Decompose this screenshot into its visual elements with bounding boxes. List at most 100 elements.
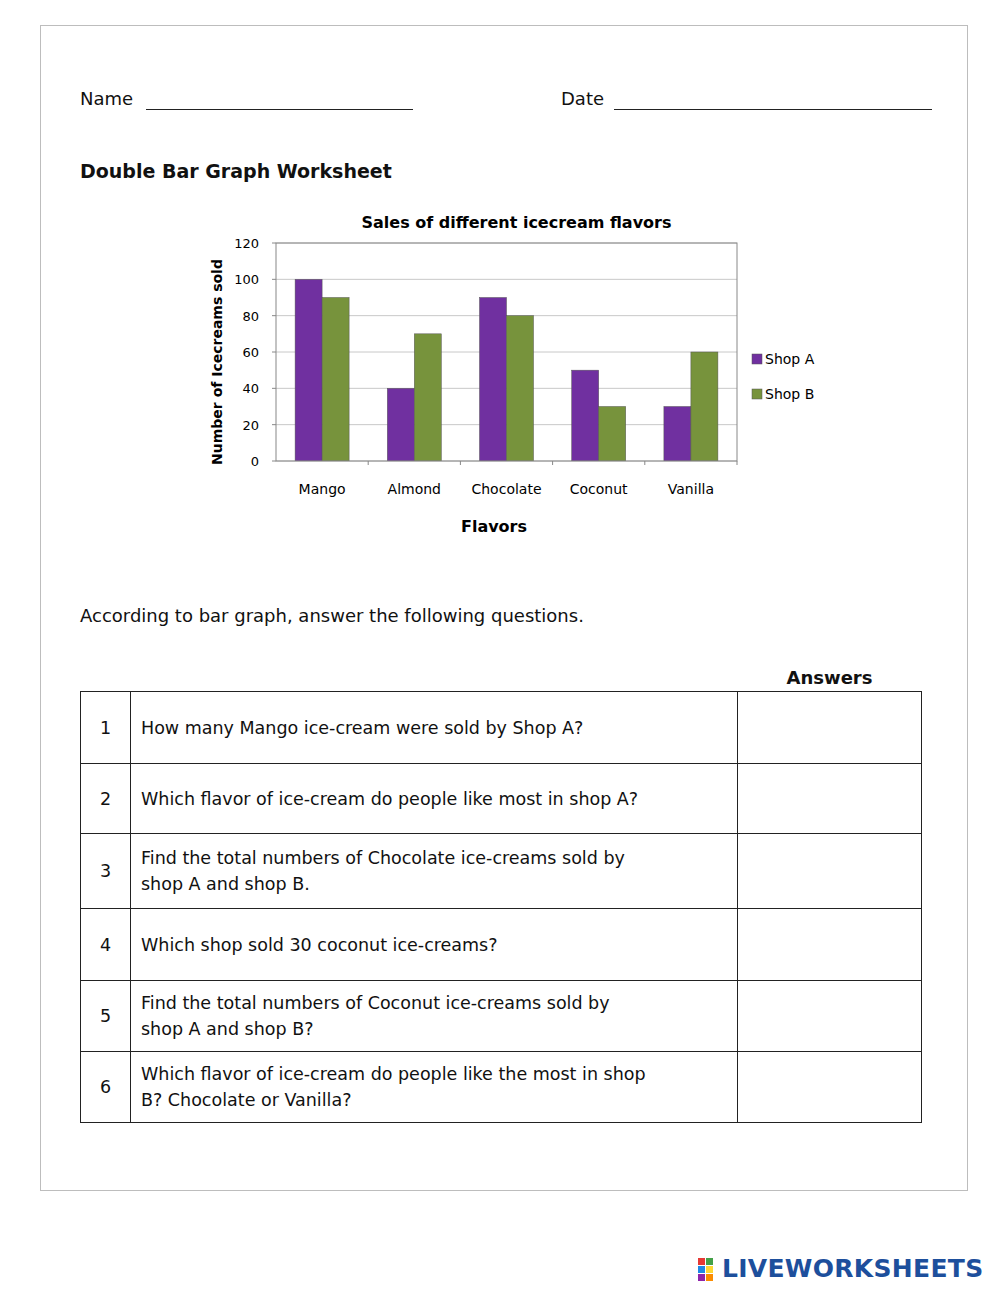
date-label: Date — [561, 88, 604, 109]
row-number: 5 — [100, 1006, 111, 1026]
y-axis-title: Number of Icecreams sold — [209, 259, 225, 465]
x-tick — [368, 461, 369, 465]
x-tick-label: Mango — [299, 481, 346, 497]
question-line: shop A and shop B. — [141, 871, 625, 897]
y-tick-label: 20 — [242, 418, 259, 433]
answer-cell — [737, 691, 922, 764]
question-cell: Which flavor of ice-cream do people like… — [130, 1051, 738, 1123]
row-number-cell: 1 — [80, 691, 131, 764]
question-cell: Find the total numbers of Chocolate ice-… — [130, 833, 738, 909]
answer-cell — [737, 763, 922, 834]
x-tick — [644, 461, 645, 465]
y-tick-label: 60 — [242, 345, 259, 360]
y-tick — [272, 279, 276, 280]
y-tick-label: 80 — [242, 309, 259, 324]
plot-frame — [276, 243, 737, 461]
question: Which flavor of ice-cream do people like… — [141, 786, 638, 812]
x-tick-label: Coconut — [570, 481, 628, 497]
bar — [322, 298, 349, 462]
question: Find the total numbers of Chocolate ice-… — [141, 845, 625, 897]
bar — [507, 316, 534, 461]
answers-header: Answers — [737, 667, 922, 688]
y-tick — [272, 315, 276, 316]
question-cell: Which flavor of ice-cream do people like… — [130, 763, 738, 834]
x-tick-label: Vanilla — [668, 481, 714, 497]
footer-icon-square — [706, 1274, 713, 1281]
question: How many Mango ice-cream were sold by Sh… — [141, 715, 583, 741]
name-label: Name — [80, 88, 133, 109]
answer-cell — [737, 980, 922, 1052]
footer-icon-square — [698, 1274, 705, 1281]
question-line: B? Chocolate or Vanilla? — [141, 1087, 646, 1113]
instructions: According to bar graph, answer the follo… — [80, 605, 584, 626]
question: Which flavor of ice-cream do people like… — [141, 1061, 646, 1113]
row-number: 1 — [100, 718, 111, 738]
bar — [691, 352, 718, 461]
y-tick — [272, 352, 276, 353]
answer-cell — [737, 908, 922, 981]
y-tick — [272, 424, 276, 425]
chart-title: Sales of different icecream flavors — [362, 213, 672, 232]
question-line: Which shop sold 30 coconut ice-creams? — [141, 932, 498, 958]
row-number: 4 — [100, 935, 111, 955]
x-tick-label: Chocolate — [471, 481, 541, 497]
legend-label: Shop A — [765, 351, 815, 367]
legend-swatch — [752, 354, 762, 364]
x-tick — [737, 461, 738, 465]
y-tick-label: 0 — [251, 454, 259, 469]
question-line: Which flavor of ice-cream do people like… — [141, 1061, 646, 1087]
answer-cell — [737, 833, 922, 909]
row-number-cell: 3 — [80, 833, 131, 909]
x-tick — [552, 461, 553, 465]
question-line: Which flavor of ice-cream do people like… — [141, 786, 638, 812]
question-cell: Find the total numbers of Coconut ice-cr… — [130, 980, 738, 1052]
row-number: 3 — [100, 861, 111, 881]
footer-icon-square — [698, 1266, 705, 1273]
bar — [295, 279, 322, 461]
bar — [480, 298, 507, 462]
legend-swatch — [752, 389, 762, 399]
y-tick-label: 40 — [242, 381, 259, 396]
page: NameDateDouble Bar Graph WorksheetSales … — [0, 0, 1000, 1291]
footer-icon-square — [706, 1266, 713, 1273]
x-tick — [460, 461, 461, 465]
x-tick-label: Almond — [388, 481, 441, 497]
question-line: Find the total numbers of Chocolate ice-… — [141, 845, 625, 871]
y-tick — [272, 388, 276, 389]
bar — [414, 334, 441, 461]
row-number-cell: 5 — [80, 980, 131, 1052]
question-line: shop A and shop B? — [141, 1016, 610, 1042]
bars — [295, 279, 718, 461]
name-line — [146, 109, 413, 110]
footer-icon-square — [698, 1258, 705, 1265]
footer-icon-square — [706, 1258, 713, 1265]
grid-line — [276, 279, 737, 280]
row-number-cell: 4 — [80, 908, 131, 981]
question-line: How many Mango ice-cream were sold by Sh… — [141, 715, 583, 741]
date-line — [614, 109, 932, 110]
chart: Sales of different icecream flavors 0 20 40… — [0, 0, 1000, 560]
y-tick — [272, 243, 276, 244]
row-number-cell: 6 — [80, 1051, 131, 1123]
bar — [387, 388, 414, 461]
bar — [572, 370, 599, 461]
worksheet-title: Double Bar Graph Worksheet — [80, 160, 392, 182]
y-tick-label: 120 — [234, 236, 259, 251]
bar — [664, 407, 691, 462]
question-line: Find the total numbers of Coconut ice-cr… — [141, 990, 610, 1016]
answer-cell — [737, 1051, 922, 1123]
row-number-cell: 2 — [80, 763, 131, 834]
footer-icon — [698, 1258, 720, 1282]
row-number: 6 — [100, 1077, 111, 1097]
question: Which shop sold 30 coconut ice-creams? — [141, 932, 498, 958]
x-axis-title: Flavors — [461, 517, 527, 536]
y-tick — [272, 461, 276, 462]
y-tick-label: 100 — [234, 272, 259, 287]
question: Find the total numbers of Coconut ice-cr… — [141, 990, 610, 1042]
footer-brand: LIVEWORKSHEETS — [722, 1254, 983, 1283]
question-cell: How many Mango ice-cream were sold by Sh… — [130, 691, 738, 764]
row-number: 2 — [100, 789, 111, 809]
question-cell: Which shop sold 30 coconut ice-creams? — [130, 908, 738, 981]
legend-label: Shop B — [765, 386, 814, 402]
bar — [599, 407, 626, 462]
